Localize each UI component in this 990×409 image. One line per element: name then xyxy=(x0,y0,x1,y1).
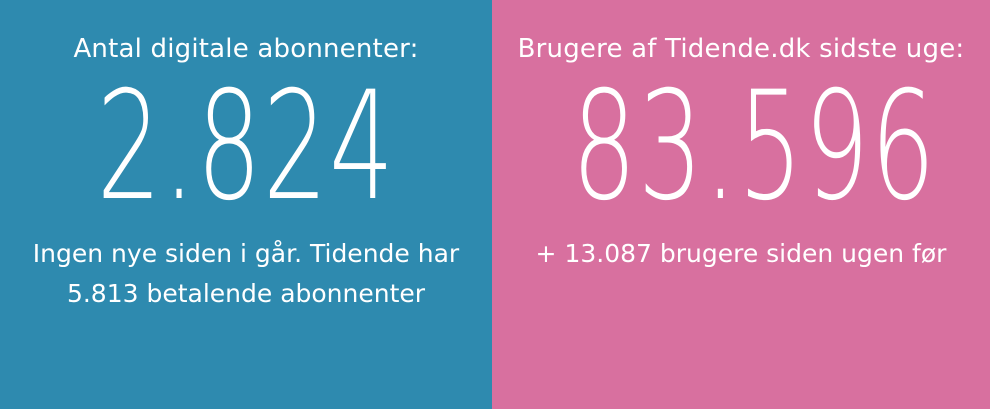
users-count: 83.596 xyxy=(571,60,937,234)
users-panel: Brugere af Tidende.dk sidste uge: 83.596… xyxy=(492,0,990,409)
subscribers-count: 2.824 xyxy=(96,60,396,234)
users-label: Brugere af Tidende.dk sidste uge: xyxy=(517,34,965,64)
users-subtext-line1: + 13.087 brugere siden ugen før xyxy=(535,239,947,268)
subscribers-label: Antal digitale abonnenter: xyxy=(73,34,419,64)
subscribers-subtext: Ingen nye siden i går. Tidende har 5.813… xyxy=(20,234,472,314)
subscribers-panel: Antal digitale abonnenter: 2.824 Ingen n… xyxy=(0,0,492,409)
users-subtext: + 13.087 brugere siden ugen før xyxy=(512,234,970,274)
subscribers-subtext-line2: 5.813 betalende abonnenter xyxy=(66,279,426,308)
subscribers-subtext-line1: Ingen nye siden i går. Tidende har xyxy=(32,239,460,268)
